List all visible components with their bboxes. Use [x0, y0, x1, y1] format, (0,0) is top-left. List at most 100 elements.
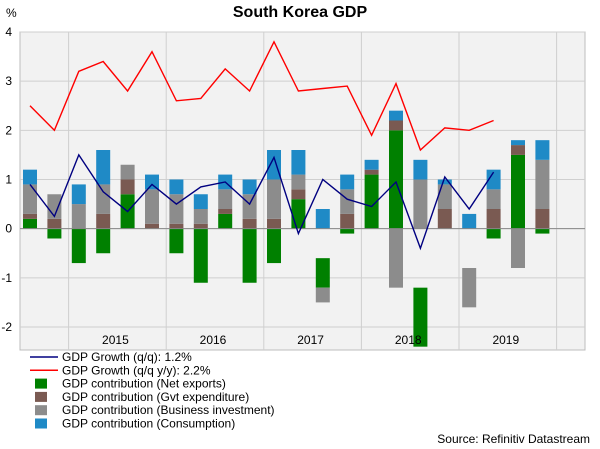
bar-gdp-contribution-net-exports: [218, 213, 233, 229]
lines: [29, 40, 495, 251]
bar-gdp-contribution-business-investment: [291, 174, 306, 190]
y-axis-unit: %: [6, 6, 17, 20]
bar-gdp-contribution-business-investment: [340, 189, 355, 214]
bar-gdp-contribution-consumption: [364, 159, 379, 170]
legend-swatch-box: [35, 418, 47, 429]
bar-gdp-contribution-business-investment: [267, 179, 281, 219]
bar-gdp-contribution-net-exports: [242, 228, 257, 283]
x-tick-label: 2015: [102, 333, 129, 347]
bar-gdp-contribution-gvt-expenditure: [145, 223, 159, 229]
bar-gdp-contribution-net-exports: [315, 258, 330, 288]
bar-gdp-contribution-consumption: [437, 179, 452, 185]
bar-gdp-contribution-gvt-expenditure: [242, 218, 257, 229]
bar-gdp-contribution-net-exports: [364, 174, 379, 229]
legend-label: GDP contribution (Consumption): [62, 417, 235, 431]
bar-gdp-contribution-business-investment: [437, 184, 452, 209]
legend-swatch-box: [35, 391, 47, 402]
legend-swatch-box: [35, 378, 47, 389]
bar-gdp-contribution-gvt-expenditure: [96, 213, 111, 229]
bar-gdp-contribution-net-exports: [413, 287, 428, 347]
bar-gdp-contribution-business-investment: [193, 209, 208, 224]
bar-gdp-contribution-net-exports: [267, 228, 281, 264]
bar-gdp-contribution-net-exports: [96, 228, 111, 254]
bar-gdp-contribution-business-investment: [315, 287, 330, 303]
x-tick-label: 2017: [297, 333, 324, 347]
bar-gdp-contribution-consumption: [96, 150, 111, 185]
bar-gdp-contribution-business-investment: [535, 159, 550, 209]
bar-gdp-contribution-consumption: [169, 179, 184, 195]
bar-gdp-contribution-gvt-expenditure: [193, 223, 208, 229]
bar-gdp-contribution-net-exports: [169, 228, 184, 254]
y-tick-label: 1: [5, 173, 12, 187]
bar-gdp-contribution-gvt-expenditure: [486, 209, 501, 229]
bar-gdp-contribution-business-investment: [96, 184, 111, 214]
bar-gdp-contribution-business-investment: [218, 189, 233, 209]
bar-gdp-contribution-consumption: [193, 194, 208, 209]
y-tick-label: 0: [5, 222, 12, 236]
x-tick-label: 2018: [395, 333, 422, 347]
bar-gdp-contribution-net-exports: [535, 228, 550, 234]
line-series-gdp-growth-q-q: [29, 153, 495, 251]
bar-gdp-contribution-consumption: [71, 184, 86, 205]
legend-label: GDP contribution (Gvt expenditure): [62, 390, 249, 404]
x-tick-label: 2019: [492, 333, 519, 347]
bar-gdp-contribution-consumption: [486, 169, 501, 190]
bar-gdp-contribution-net-exports: [389, 130, 403, 229]
legend-label: GDP Growth (q/q y/y): 2.2%: [62, 363, 211, 377]
legend-label: GDP contribution (Business investment): [62, 403, 275, 417]
legend-label: GDP contribution (Net exports): [62, 377, 226, 391]
bar-gdp-contribution-business-investment: [242, 194, 257, 219]
bar-gdp-contribution-net-exports: [71, 228, 86, 264]
y-tick-label: 2: [5, 123, 12, 137]
x-axis-ticks: 2015 2016 2017 2018 2019: [102, 333, 519, 347]
bar-gdp-contribution-net-exports: [486, 228, 501, 239]
bar-gdp-contribution-business-investment: [389, 228, 403, 288]
bar-gdp-contribution-gvt-expenditure: [169, 223, 184, 229]
bar-gdp-contribution-net-exports: [340, 228, 355, 234]
bar-gdp-contribution-business-investment: [462, 268, 477, 308]
bar-gdp-contribution-business-investment: [169, 194, 184, 224]
bar-gdp-contribution-gvt-expenditure: [218, 209, 233, 214]
y-tick-label: 3: [5, 74, 12, 88]
y-tick-label: 4: [5, 25, 12, 39]
bar-gdp-contribution-consumption: [340, 174, 355, 190]
bar-gdp-contribution-consumption: [511, 140, 525, 146]
bar-gdp-contribution-consumption: [145, 174, 159, 190]
bar-gdp-contribution-consumption: [291, 150, 306, 175]
bar-gdp-contribution-business-investment: [71, 204, 86, 229]
gridlines: [20, 31, 585, 350]
chart-title: South Korea GDP: [233, 4, 368, 21]
legend: GDP Growth (q/q): 1.2%GDP Growth (q/q y/…: [30, 350, 275, 431]
bar-gdp-contribution-gvt-expenditure: [535, 209, 550, 229]
bar-gdp-contribution-gvt-expenditure: [511, 145, 525, 155]
x-tick-label: 2016: [200, 333, 227, 347]
bar-gdp-contribution-business-investment: [23, 184, 37, 214]
bar-gdp-contribution-consumption: [267, 150, 281, 180]
legend-label: GDP Growth (q/q): 1.2%: [62, 350, 192, 364]
bar-gdp-contribution-consumption: [535, 140, 550, 160]
bar-gdp-contribution-gvt-expenditure: [389, 120, 403, 131]
legend-swatch-box: [35, 405, 47, 416]
bar-gdp-contribution-gvt-expenditure: [364, 169, 379, 175]
bar-gdp-contribution-net-exports: [193, 228, 208, 283]
bar-gdp-contribution-business-investment: [120, 164, 135, 180]
bar-gdp-contribution-consumption: [413, 159, 428, 180]
bar-gdp-contribution-consumption: [315, 209, 330, 229]
bar-gdp-contribution-gvt-expenditure: [340, 213, 355, 229]
bar-gdp-contribution-gvt-expenditure: [23, 213, 37, 219]
bar-gdp-contribution-gvt-expenditure: [291, 189, 306, 200]
bar-gdp-contribution-business-investment: [413, 179, 428, 229]
bar-gdp-contribution-net-exports: [511, 154, 525, 229]
bar-gdp-contribution-consumption: [23, 169, 37, 185]
source-note: Source: Refinitiv Datastream: [437, 432, 590, 446]
bar-gdp-contribution-gvt-expenditure: [437, 209, 452, 229]
bar-gdp-contribution-business-investment: [145, 189, 159, 224]
bar-gdp-contribution-consumption: [462, 213, 477, 229]
bar-gdp-contribution-net-exports: [47, 228, 62, 239]
bar-gdp-contribution-gvt-expenditure: [120, 179, 135, 195]
y-tick-label: -1: [1, 271, 12, 285]
bar-gdp-contribution-consumption: [242, 179, 257, 195]
bar-gdp-contribution-business-investment: [511, 228, 525, 268]
bar-gdp-contribution-gvt-expenditure: [47, 218, 62, 229]
